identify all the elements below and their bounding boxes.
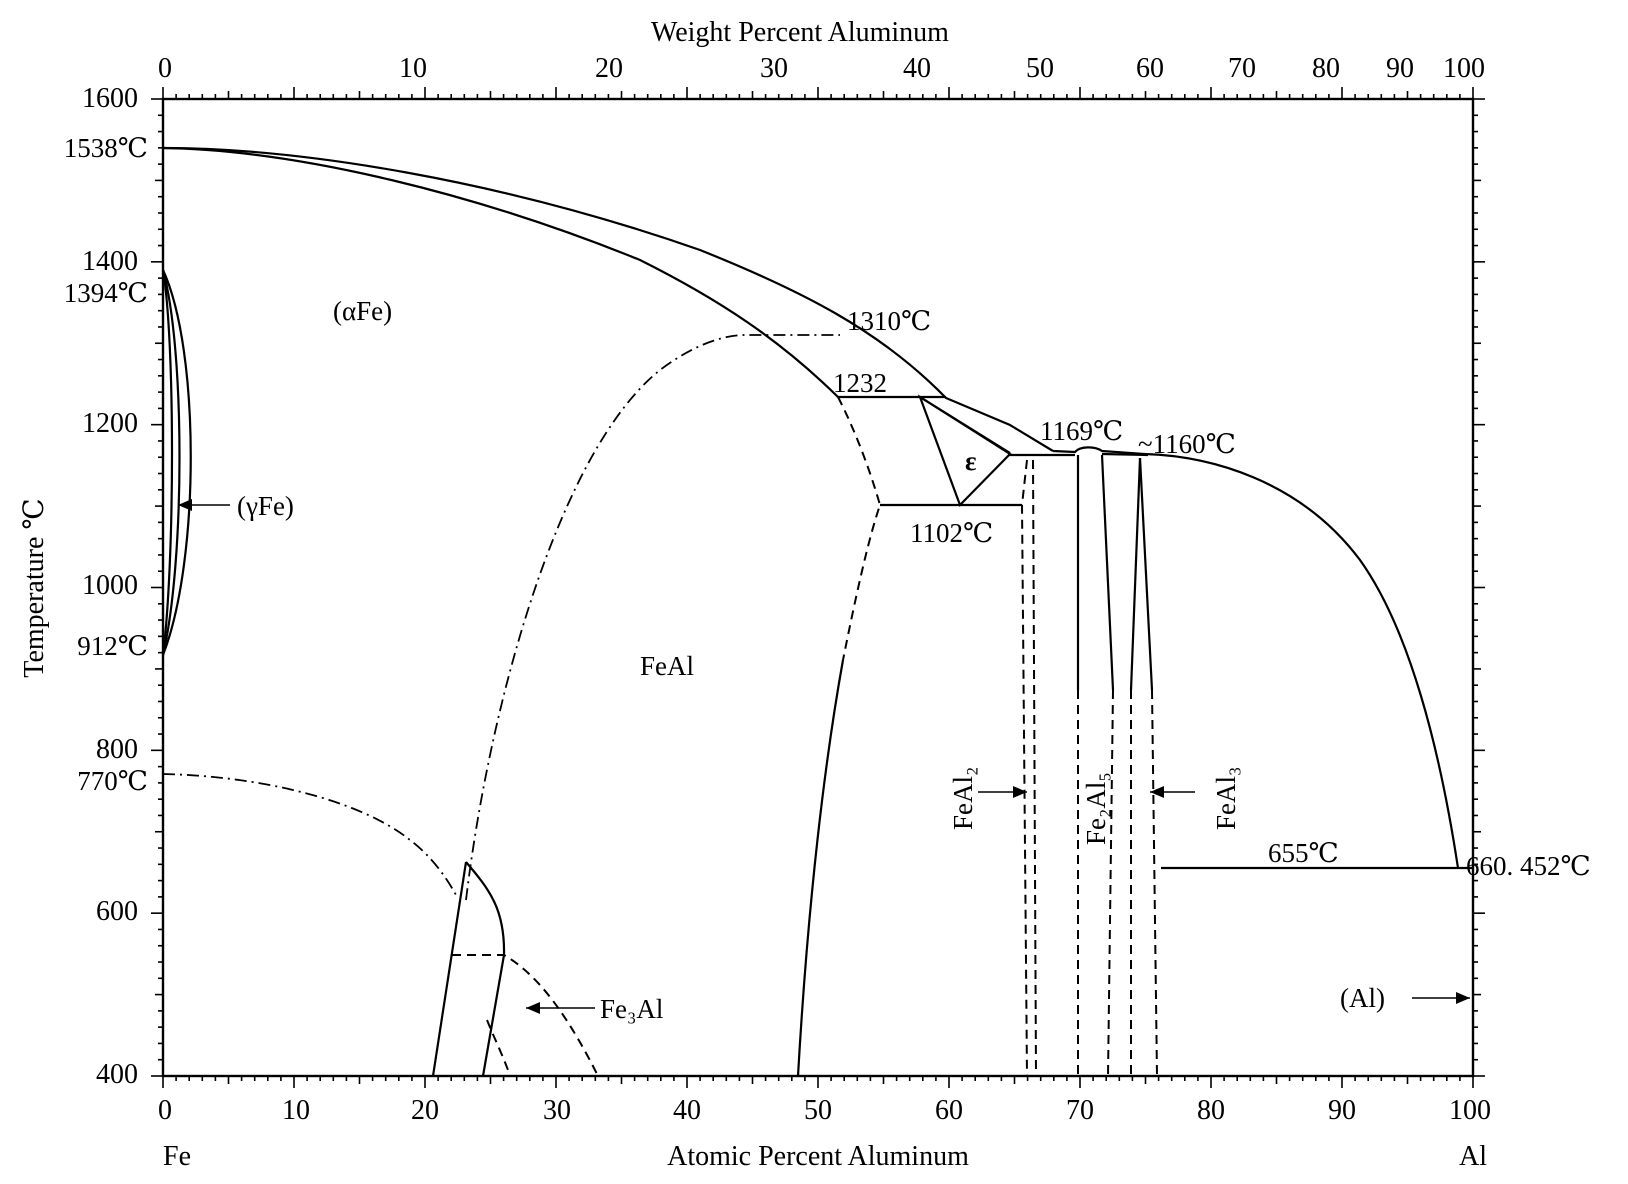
feal2-left-dashed	[1020, 459, 1028, 1077]
left-tick-labels: 400 600 800 1000 1200 1400 1600	[82, 83, 138, 1090]
bottom-tick-label: 30	[543, 1095, 571, 1126]
fe2al5-label: Fe₂Al₅	[1081, 772, 1111, 845]
left-tick-label: 400	[96, 1059, 138, 1090]
alpha-fe-label: (αFe)	[333, 296, 392, 326]
gamma-fe-label: (γFe)	[237, 491, 294, 521]
bottom-tick-label: 10	[282, 1095, 310, 1126]
temp-1169-label: 1169℃	[1040, 416, 1123, 446]
curie-label: 770℃	[77, 766, 148, 796]
liquidus-al-side	[1052, 446, 1460, 869]
bottom-tick-label: 90	[1328, 1095, 1356, 1126]
axis-ticks	[151, 87, 1485, 1088]
top-tick-label: 40	[903, 53, 931, 84]
fe3al-boundary-left	[431, 861, 468, 1077]
top-tick-label: 100	[1443, 53, 1485, 84]
fe3al-boundary-curve	[465, 861, 506, 1077]
top-tick-label: 30	[760, 53, 788, 84]
top-tick-label: 80	[1312, 53, 1340, 84]
fe-element-label: Fe	[163, 1141, 191, 1172]
feal3-label: FeAl₃	[1211, 767, 1241, 830]
top-tick-labels: 0 10 20 30 40 50 60 70 80 90 100	[158, 53, 1485, 84]
order-max-label: 1310℃	[847, 306, 931, 336]
al-phase-label: (Al)	[1340, 983, 1385, 1013]
temp-1232-label: 1232	[833, 368, 887, 398]
top-tick-label: 0	[158, 53, 172, 84]
left-tick-label: 600	[96, 896, 138, 927]
al-arrow	[1412, 992, 1470, 1004]
left-tick-label: 800	[96, 734, 138, 765]
plot-frame	[161, 97, 1475, 1078]
feal3-right	[1138, 457, 1154, 691]
bottom-tick-label: 70	[1066, 1095, 1094, 1126]
left-tick-label: 1600	[82, 83, 138, 114]
al-melting-label: 660. 452℃	[1466, 851, 1591, 881]
left-tick-label: 1000	[82, 570, 138, 601]
bottom-tick-label: 60	[935, 1095, 963, 1126]
feal2-right-dashed	[1032, 459, 1037, 1077]
fe2al5-right	[1100, 454, 1115, 691]
temp-1102-label: 1102℃	[910, 518, 993, 548]
al-element-label: Al	[1459, 1141, 1487, 1172]
temp-1160-label: ~1160℃	[1138, 429, 1236, 459]
gamma-loop-inner	[161, 269, 181, 656]
left-tick-label: 1400	[82, 246, 138, 277]
feal3-arrow	[1150, 786, 1195, 798]
bottom-tick-label: 50	[804, 1095, 832, 1126]
fe3al-label: Fe₃Al	[600, 994, 663, 1024]
fe-melting-label: 1538℃	[64, 133, 148, 163]
gamma-loop-mid	[161, 269, 174, 656]
liquidus-upper	[162, 146, 1054, 452]
fe3al-dashed-inner	[486, 1019, 511, 1077]
bottom-tick-label: 40	[673, 1095, 701, 1126]
bottom-axis-title: Atomic Percent Aluminum	[667, 1141, 969, 1172]
top-tick-label: 70	[1228, 53, 1256, 84]
order-disorder-boundary	[465, 334, 840, 901]
feal3-left	[1129, 457, 1142, 691]
epsilon-label: ε	[965, 446, 977, 476]
fe3al-dashed-top	[452, 954, 599, 1077]
left-axis-title: Temperature ℃	[19, 498, 50, 677]
top-tick-label: 20	[595, 53, 623, 84]
feal2-arrow	[978, 786, 1027, 798]
feal2-label: FeAl₂	[948, 767, 978, 830]
line-1160	[1101, 452, 1149, 457]
bottom-tick-label: 80	[1197, 1095, 1225, 1126]
bottom-tick-label: 100	[1449, 1095, 1491, 1126]
feal3-right-dashed	[1151, 689, 1158, 1077]
temp-655-label: 655℃	[1268, 838, 1339, 868]
gamma-arrow	[178, 499, 230, 511]
bottom-tick-label: 20	[411, 1095, 439, 1126]
feal-label: FeAl	[640, 651, 694, 681]
fe3al-arrow	[526, 1002, 595, 1014]
top-tick-label: 50	[1026, 53, 1054, 84]
feal-solvus-solid	[796, 659, 845, 1077]
fe-gamma-lower-label: 912℃	[77, 631, 148, 661]
left-tick-label: 1200	[82, 408, 138, 439]
fe-gamma-upper-label: 1394℃	[64, 278, 148, 308]
bottom-tick-label: 0	[158, 1095, 172, 1126]
top-axis-title: Weight Percent Aluminum	[651, 17, 949, 48]
epsilon-top	[919, 396, 1011, 454]
top-tick-label: 60	[1136, 53, 1164, 84]
top-tick-label: 90	[1386, 53, 1414, 84]
fe2al5-right-dashed	[1107, 689, 1114, 1077]
feal-boundary-dashed	[837, 396, 882, 661]
top-tick-label: 10	[399, 53, 427, 84]
curie-curve	[162, 773, 457, 896]
solidus-lower	[162, 146, 839, 398]
gamma-loop-outer	[161, 269, 192, 656]
bottom-tick-labels: 0 10 20 30 40 50 60 70 80 90 100	[158, 1095, 1491, 1126]
